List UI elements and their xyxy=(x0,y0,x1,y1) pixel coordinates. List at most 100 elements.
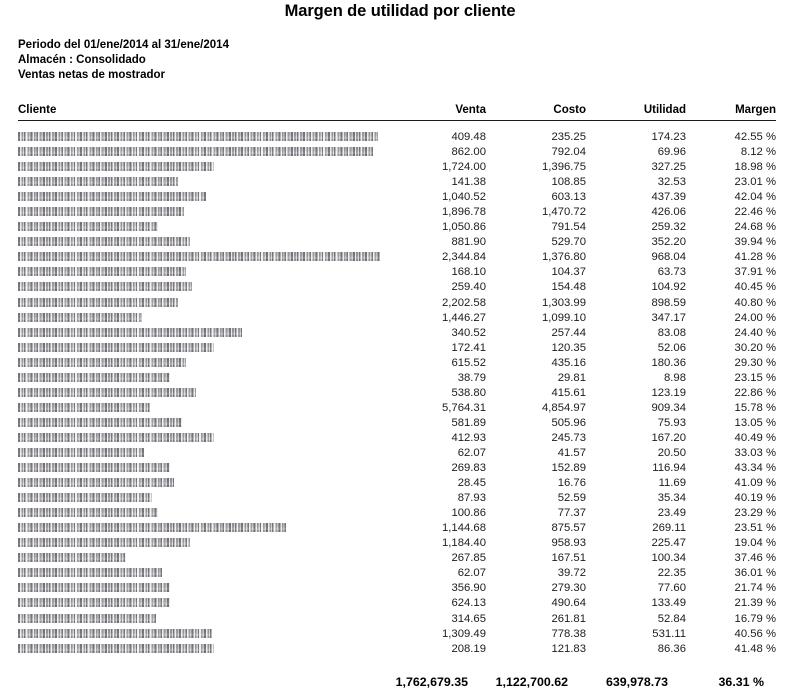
cell-margen: 15.78 % xyxy=(734,401,776,414)
cell-margen: 41.28 % xyxy=(734,251,776,264)
totals-label xyxy=(18,674,390,690)
cell-costo: 778.38 xyxy=(551,627,586,640)
cell-venta: 615.52 xyxy=(451,356,486,369)
redacted-client-name xyxy=(18,237,190,247)
redacted-client-name xyxy=(18,297,178,307)
cell-costo: 52.59 xyxy=(557,492,586,505)
redacted-client-name xyxy=(18,177,178,187)
cell-venta: 172.41 xyxy=(451,341,486,354)
cell-margen: 40.80 % xyxy=(734,296,776,309)
cell-margen: 29.30 % xyxy=(734,356,776,369)
cell-cliente xyxy=(18,356,390,371)
page-title: Margen de utilidad por cliente xyxy=(284,2,516,20)
cell-margen: 23.01 % xyxy=(734,176,776,189)
cell-cliente xyxy=(18,401,390,416)
cell-margen: 39.94 % xyxy=(734,236,776,249)
redacted-client-name xyxy=(18,402,150,412)
cell-cliente xyxy=(18,341,390,356)
cell-utilidad: 69.96 xyxy=(657,146,686,159)
redacted-client-name xyxy=(18,493,152,503)
table-row: 624.13 490.64 133.49 21.39 % xyxy=(18,596,776,611)
redacted-client-name xyxy=(18,463,170,473)
cell-margen: 42.55 % xyxy=(734,131,776,143)
report-meta: Periodo del 01/ene/2014 al 31/ene/2014 A… xyxy=(18,38,229,83)
redacted-client-name xyxy=(18,327,242,337)
cell-costo: 1,376.80 xyxy=(542,251,586,264)
column-header-margen: Margen xyxy=(686,104,776,121)
redacted-client-name xyxy=(18,432,214,442)
cell-margen: 21.74 % xyxy=(734,582,776,595)
table-row: 412.93 245.73 167.20 40.49 % xyxy=(18,431,776,446)
cell-margen: 24.00 % xyxy=(734,311,776,324)
margin-by-client-table: Cliente Venta Costo Utilidad Margen 409.… xyxy=(18,104,776,690)
cell-venta: 2,344.84 xyxy=(442,251,486,264)
cell-cliente xyxy=(18,431,390,446)
table-row: 1,040.52 603.13 437.39 42.04 % xyxy=(18,190,776,205)
cell-costo: 121.83 xyxy=(551,642,586,655)
table-row: 1,724.00 1,396.75 327.25 18.98 % xyxy=(18,160,776,175)
table-row: 409.48 235.25 174.23 42.55 % xyxy=(18,130,776,145)
cell-venta: 409.48 xyxy=(451,131,486,143)
cell-cliente xyxy=(18,311,390,326)
cell-cliente xyxy=(18,190,390,205)
cell-utilidad: 75.93 xyxy=(657,416,686,429)
cell-costo: 120.35 xyxy=(551,341,586,354)
table-header-row: Cliente Venta Costo Utilidad Margen xyxy=(18,104,776,121)
cell-costo: 415.61 xyxy=(551,386,586,399)
cell-margen: 37.91 % xyxy=(734,266,776,279)
table-row: 62.07 39.72 22.35 36.01 % xyxy=(18,566,776,581)
cell-margen: 40.56 % xyxy=(734,627,776,640)
cell-costo: 41.57 xyxy=(557,446,586,459)
cell-margen: 37.46 % xyxy=(734,552,776,565)
redacted-client-name xyxy=(18,628,212,638)
table-row: 356.90 279.30 77.60 21.74 % xyxy=(18,581,776,596)
cell-margen: 41.48 % xyxy=(734,642,776,655)
cell-costo: 235.25 xyxy=(551,131,586,143)
totals-utilidad: 639,978.73 xyxy=(605,674,668,689)
redacted-client-name xyxy=(18,478,174,488)
cell-venta: 881.90 xyxy=(451,236,486,249)
table-row: 267.85 167.51 100.34 37.46 % xyxy=(18,551,776,566)
cell-margen: 23.15 % xyxy=(734,371,776,384)
cell-costo: 16.76 xyxy=(557,477,586,490)
cell-cliente xyxy=(18,205,390,220)
cell-costo: 108.85 xyxy=(551,176,586,189)
cell-costo: 529.70 xyxy=(551,236,586,249)
cell-cliente xyxy=(18,627,390,642)
cell-venta: 1,896.78 xyxy=(442,206,486,219)
cell-utilidad: 968.04 xyxy=(651,251,686,264)
cell-venta: 141.38 xyxy=(451,176,486,189)
cell-margen: 8.12 % xyxy=(740,146,776,159)
cell-cliente xyxy=(18,446,390,461)
redacted-client-name xyxy=(18,643,214,653)
column-header-venta: Venta xyxy=(390,104,486,121)
redacted-client-name xyxy=(18,252,380,262)
cell-utilidad: 116.94 xyxy=(652,462,686,475)
redacted-client-name xyxy=(18,598,170,608)
cell-margen: 24.40 % xyxy=(734,326,776,339)
cell-utilidad: 63.73 xyxy=(657,266,686,279)
redacted-client-name xyxy=(18,357,186,367)
cell-utilidad: 167.20 xyxy=(651,431,686,444)
cell-margen: 21.39 % xyxy=(734,597,776,610)
table-body: 409.48 235.25 174.23 42.55 % 862.00 792.04 69.… xyxy=(18,121,776,690)
cell-venta: 100.86 xyxy=(451,507,486,520)
cell-utilidad: 100.34 xyxy=(651,552,686,565)
cell-margen: 40.49 % xyxy=(734,431,776,444)
cell-costo: 875.57 xyxy=(551,522,586,535)
cell-costo: 490.64 xyxy=(551,597,586,610)
redacted-client-name xyxy=(18,372,170,382)
cell-cliente xyxy=(18,386,390,401)
cell-cliente xyxy=(18,551,390,566)
cell-venta: 208.19 xyxy=(451,642,486,655)
table-row: 1,050.86 791.54 259.32 24.68 % xyxy=(18,220,776,235)
cell-utilidad: 225.47 xyxy=(651,537,686,550)
cell-venta: 1,309.49 xyxy=(442,627,486,640)
redacted-client-name xyxy=(18,583,170,593)
cell-costo: 1,470.72 xyxy=(542,206,586,219)
cell-costo: 154.48 xyxy=(551,281,586,294)
cell-venta: 62.07 xyxy=(457,567,486,580)
totals-venta: 1,762,679.35 xyxy=(395,674,468,689)
cell-cliente xyxy=(18,536,390,551)
cell-cliente xyxy=(18,160,390,175)
